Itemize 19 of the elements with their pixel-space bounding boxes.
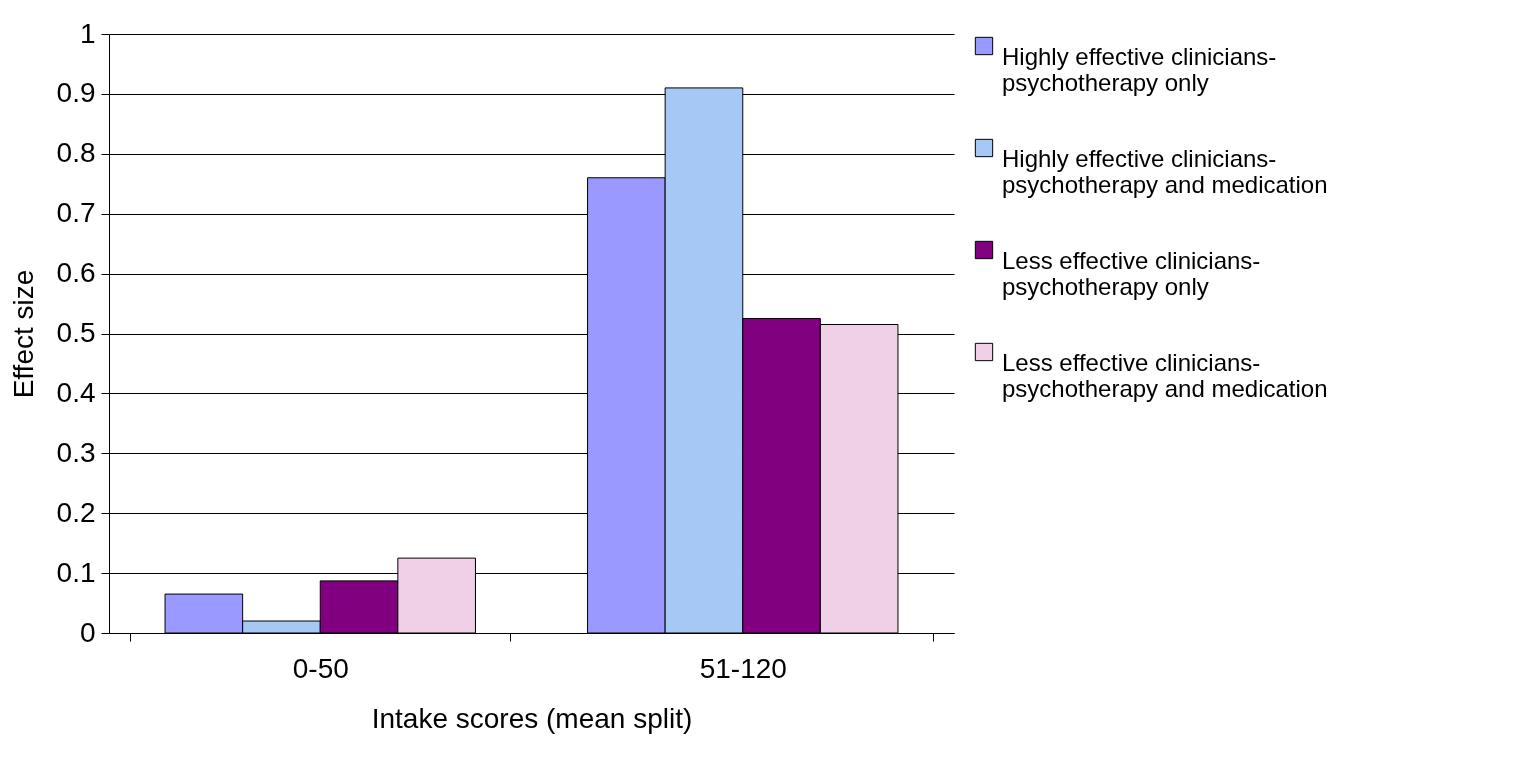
legend-label: Less effective clinicians-psychotherapy only [1002,247,1261,300]
x-tick-label: 51-120 [699,652,787,684]
y-tick-label: 0.1 [56,556,96,588]
y-axis-title: Effect size [7,269,39,399]
legend-label: Highly effective clinicians-psychotherapy and medication [1002,145,1328,198]
y-tick-label: 0.9 [56,77,96,109]
y-tick-label: 0.4 [56,376,96,408]
legend-label: Less effective clinicians-psychotherapy and medication [1002,349,1328,402]
y-tick-label: 0.2 [56,496,96,528]
y-tick-label: 0.7 [56,197,96,229]
legend-label: Highly effective clinicians-psychotherapy only [1002,43,1277,96]
y-tick-label: 1 [79,17,96,49]
x-tick-label: 0-50 [292,652,349,684]
y-tick-label: 0 [79,616,96,648]
y-tick-label: 0.8 [56,137,96,169]
x-axis-title: Intake scores (mean split) [371,702,693,734]
y-tick-label: 0.5 [56,317,96,348]
y-tick-label: 0.6 [56,257,96,289]
y-tick-label: 0.3 [56,436,96,468]
